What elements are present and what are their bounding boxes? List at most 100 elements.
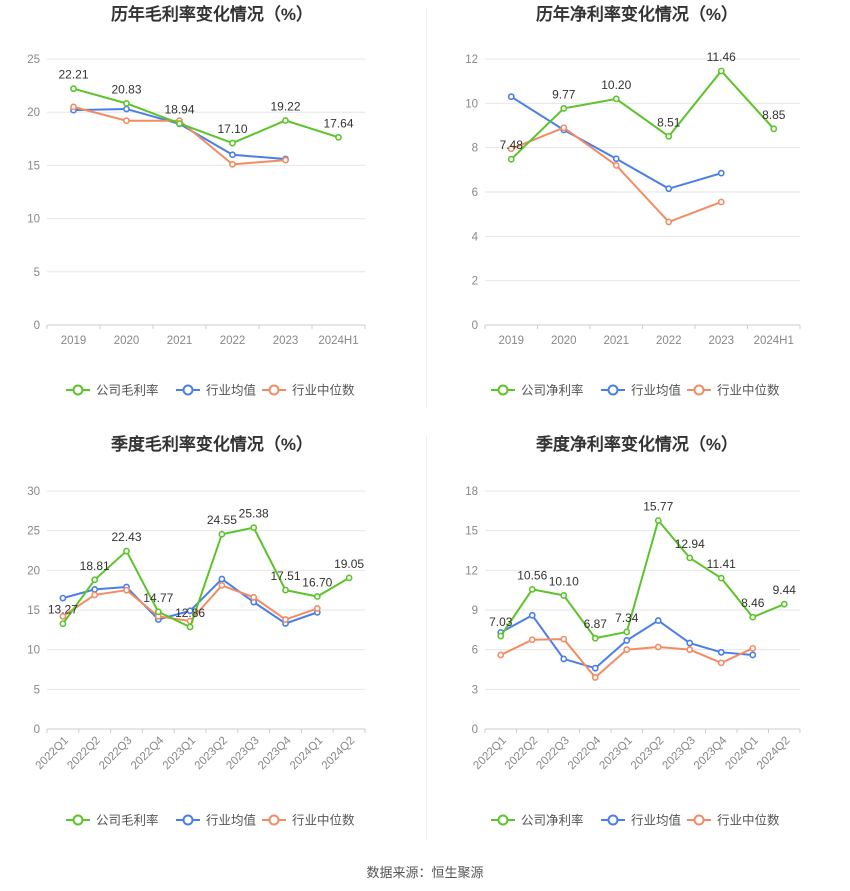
y-tick-label: 0 <box>34 320 40 332</box>
legend-label: 行业均值 <box>631 383 681 398</box>
data-point <box>507 93 515 101</box>
chart-panel-quarterly-net-margin: 季度净利率变化情况（%） 0 3 6 9 12 15 18 2022Q1 2022Q2 2022Q3… <box>425 430 850 860</box>
data-point <box>123 547 130 555</box>
x-tick-label: 2023 <box>708 335 734 347</box>
x-tick-label: 2024H1 <box>754 335 794 347</box>
data-point <box>623 646 631 654</box>
data-point <box>218 530 226 538</box>
data-point <box>560 655 568 663</box>
data-point <box>250 593 258 601</box>
y-tick-label: 20 <box>27 107 40 119</box>
data-point <box>507 155 515 163</box>
y-tick-label: 20 <box>27 565 40 577</box>
data-label: 8.85 <box>762 108 786 122</box>
data-point <box>497 651 505 659</box>
x-tick-label: 2022 <box>220 335 246 347</box>
data-point <box>313 605 321 612</box>
legend-marker <box>607 814 619 826</box>
data-label: 25.38 <box>239 507 269 521</box>
data-label: 7.34 <box>615 611 639 625</box>
data-point <box>560 124 568 132</box>
data-point <box>528 636 536 644</box>
legend-marker <box>182 814 194 826</box>
data-point <box>665 218 673 226</box>
y-tick-label: 6 <box>472 187 478 199</box>
data-point <box>749 613 757 621</box>
series-line <box>500 638 754 679</box>
data-label: 15.77 <box>643 499 673 513</box>
y-tick-label: 18 <box>465 486 478 498</box>
data-point <box>282 616 289 623</box>
y-tick-label: 25 <box>27 54 40 66</box>
legend-label: 行业均值 <box>631 813 681 828</box>
data-point <box>560 105 568 112</box>
x-tick-label: 2022Q3 <box>97 735 134 772</box>
x-tick-label: 2024Q2 <box>755 735 792 772</box>
y-tick-label: 9 <box>472 605 478 617</box>
y-tick-label: 15 <box>27 160 40 172</box>
data-label: 7.03 <box>489 615 513 629</box>
legend-label: 行业中位数 <box>717 383 780 398</box>
y-tick-label: 25 <box>27 526 40 538</box>
x-tick-label: 2023Q1 <box>161 735 198 772</box>
x-tick-label: 2022 <box>656 335 682 347</box>
y-tick-label: 6 <box>472 645 478 657</box>
data-point <box>59 620 67 628</box>
data-point <box>91 576 99 584</box>
y-tick-label: 15 <box>465 526 478 538</box>
data-point <box>154 608 162 616</box>
data-point <box>623 628 631 636</box>
data-point <box>282 117 289 124</box>
data-point <box>345 574 353 582</box>
data-point <box>313 593 321 600</box>
data-point <box>229 139 236 147</box>
data-point <box>497 632 505 640</box>
data-label: 9.44 <box>773 583 797 597</box>
data-point <box>176 120 183 127</box>
x-tick-label: 2022Q4 <box>129 734 167 772</box>
data-point <box>654 617 662 624</box>
y-tick-label: 4 <box>472 231 479 243</box>
data-point <box>623 637 631 644</box>
data-point <box>717 574 725 582</box>
data-label: 7.48 <box>500 138 524 152</box>
data-point <box>282 586 289 594</box>
x-tick-label: 2024Q1 <box>723 735 760 772</box>
data-label: 20.83 <box>111 82 141 96</box>
series-line <box>62 526 350 629</box>
data-point <box>780 600 788 608</box>
data-label: 14.77 <box>143 591 173 605</box>
y-tick-label: 3 <box>472 684 478 696</box>
series-line <box>510 69 775 160</box>
chart-panel-annual-net-margin: 历年净利率变化情况（%） 0 2 4 6 8 10 12 2019 2020 2021 2022 202… <box>425 0 850 430</box>
y-tick-label: 0 <box>34 724 40 736</box>
x-tick-label: 2024Q2 <box>320 735 357 772</box>
data-label: 11.41 <box>707 557 736 571</box>
x-tick-label: 2023Q3 <box>224 735 261 772</box>
legend-marker <box>693 384 705 396</box>
data-label: 9.77 <box>552 87 576 101</box>
legend-marker <box>268 814 280 826</box>
data-label: 8.51 <box>657 115 681 129</box>
data-point <box>749 644 757 652</box>
chart-panel-quarterly-gross-margin: 季度毛利率变化情况（%） 0 5 10 15 20 25 30 2022Q1 2022Q2 2022… <box>0 430 425 860</box>
data-label: 12.94 <box>675 537 705 551</box>
legend-marker <box>607 384 619 396</box>
series-line <box>499 518 785 640</box>
x-tick-label: 2023Q4 <box>692 734 730 772</box>
data-point <box>717 648 725 656</box>
data-point <box>70 85 77 93</box>
vertical-divider-lower <box>426 435 427 840</box>
data-point <box>218 582 226 589</box>
legend-marker <box>182 384 194 396</box>
data-label: 17.64 <box>323 116 353 130</box>
data-label: 18.94 <box>164 102 194 116</box>
data-point <box>749 651 757 659</box>
y-tick-label: 10 <box>27 645 40 657</box>
data-label: 22.21 <box>58 68 88 82</box>
data-point <box>528 585 536 593</box>
data-point <box>654 517 662 524</box>
x-tick-label: 2024Q1 <box>288 735 325 772</box>
legend-label: 公司净利率 <box>521 813 584 828</box>
x-tick-label: 2023Q2 <box>193 735 230 772</box>
